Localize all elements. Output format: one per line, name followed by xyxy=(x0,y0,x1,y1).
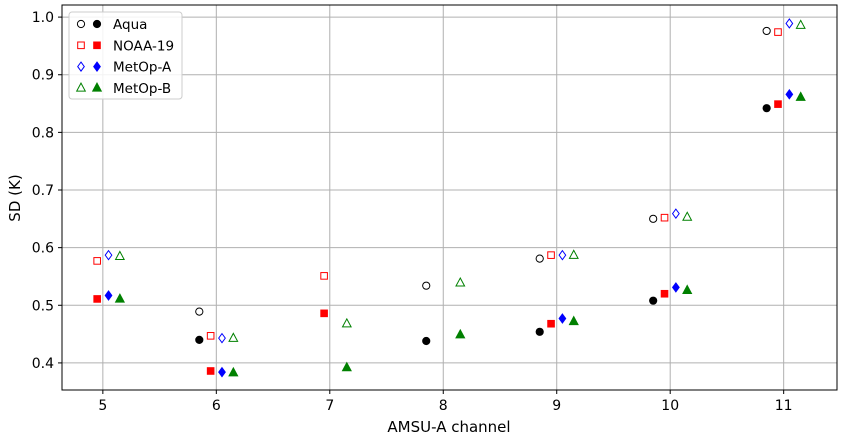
legend-noaa-19-filled-marker xyxy=(93,41,101,50)
plot-frame xyxy=(61,4,838,391)
legend-label: NOAA-19 xyxy=(113,38,174,54)
metop-b-open-point xyxy=(341,317,352,328)
noaa-19-open-point xyxy=(774,28,782,36)
metop-b-open-point xyxy=(455,276,466,287)
metop-b-filled-point xyxy=(341,361,352,372)
legend: Aqua NOAA-19 MetOp-A MetOp-B xyxy=(68,11,183,100)
legend-metop-b-open-marker xyxy=(75,82,87,92)
noaa-19-open-point xyxy=(93,257,101,265)
x-tick-label: 6 xyxy=(212,398,221,414)
noaa-19-filled-point xyxy=(547,319,555,328)
aqua-open-point xyxy=(649,214,658,223)
x-tick-label: 9 xyxy=(552,398,561,414)
legend-metop-b-filled-marker xyxy=(91,82,103,92)
noaa-19-open-point xyxy=(320,272,328,280)
y-tick-label: 0.4 xyxy=(32,356,54,372)
metop-a-open-point xyxy=(785,18,794,29)
legend-box xyxy=(68,11,183,100)
metop-a-filled-point xyxy=(785,88,794,100)
aqua-filled-point xyxy=(762,104,771,113)
metop-b-filled-point xyxy=(455,328,466,339)
y-tick-label: 0.6 xyxy=(32,241,54,257)
metop-a-open-point xyxy=(104,249,113,261)
noaa-19-open-point xyxy=(547,251,555,259)
data-points xyxy=(93,18,806,378)
y-tick-label: 0.8 xyxy=(32,125,54,141)
y-tick-label: 1.0 xyxy=(32,10,54,26)
legend-aqua-filled-marker xyxy=(92,19,102,29)
grid xyxy=(62,5,837,390)
metop-a-open-point xyxy=(218,332,226,344)
legend-noaa-19-open-marker xyxy=(77,41,85,50)
y-tick-label: 0.7 xyxy=(32,183,54,199)
aqua-open-point xyxy=(422,281,431,290)
aqua-filled-point xyxy=(195,335,204,344)
x-tick-label: 5 xyxy=(98,398,107,414)
x-tick-label: 8 xyxy=(439,398,448,414)
metop-a-filled-point xyxy=(671,282,680,293)
x-tick-label: 11 xyxy=(775,398,793,414)
legend-metop-a-open-marker xyxy=(77,61,85,72)
aqua-filled-point xyxy=(422,336,431,346)
x-tick-label: 7 xyxy=(325,398,334,414)
noaa-19-filled-point xyxy=(93,295,101,303)
x-axis-label: AMSU-A channel xyxy=(387,418,510,436)
aqua-filled-point xyxy=(535,327,544,336)
metop-b-open-point xyxy=(682,211,693,221)
metop-a-filled-point xyxy=(558,313,567,324)
metop-b-open-point xyxy=(795,19,806,29)
metop-b-filled-point xyxy=(682,284,693,294)
noaa-19-filled-point xyxy=(206,367,215,375)
y-axis-label: SD (K) xyxy=(6,174,24,221)
aqua-open-point xyxy=(535,254,544,263)
metop-b-open-point xyxy=(114,250,126,260)
metop-b-open-point xyxy=(228,332,239,342)
legend-label: Aqua xyxy=(113,17,147,33)
aqua-open-point xyxy=(195,307,204,316)
y-tick-label: 0.5 xyxy=(32,298,54,314)
x-tick-label: 10 xyxy=(661,398,679,414)
metop-b-filled-point xyxy=(228,366,239,377)
noaa-19-open-point xyxy=(660,213,669,222)
metop-a-open-point xyxy=(558,249,567,261)
metop-a-filled-point xyxy=(104,290,113,301)
noaa-19-open-point xyxy=(206,332,215,340)
metop-b-open-point xyxy=(568,249,579,259)
noaa-19-filled-point xyxy=(774,100,782,108)
aqua-filled-point xyxy=(649,296,658,305)
noaa-19-filled-point xyxy=(660,289,669,298)
metop-b-filled-point xyxy=(568,315,579,326)
legend-label: MetOp-A xyxy=(113,60,172,76)
legend-aqua-open-marker xyxy=(76,19,86,29)
legend-metop-a-filled-marker xyxy=(93,61,101,72)
axis-ticks: 5 6 7 8 9 10 11 0.4 0.5 0.6 0.7 0.8 0.9 1.0 xyxy=(32,10,793,414)
legend-label: MetOp-B xyxy=(113,81,171,97)
metop-b-filled-point xyxy=(114,293,126,303)
aqua-open-point xyxy=(762,26,771,36)
y-tick-label: 0.9 xyxy=(32,68,54,84)
metop-a-filled-point xyxy=(218,366,226,378)
metop-a-open-point xyxy=(671,208,680,219)
noaa-19-filled-point xyxy=(320,309,328,318)
metop-b-filled-point xyxy=(795,91,806,101)
